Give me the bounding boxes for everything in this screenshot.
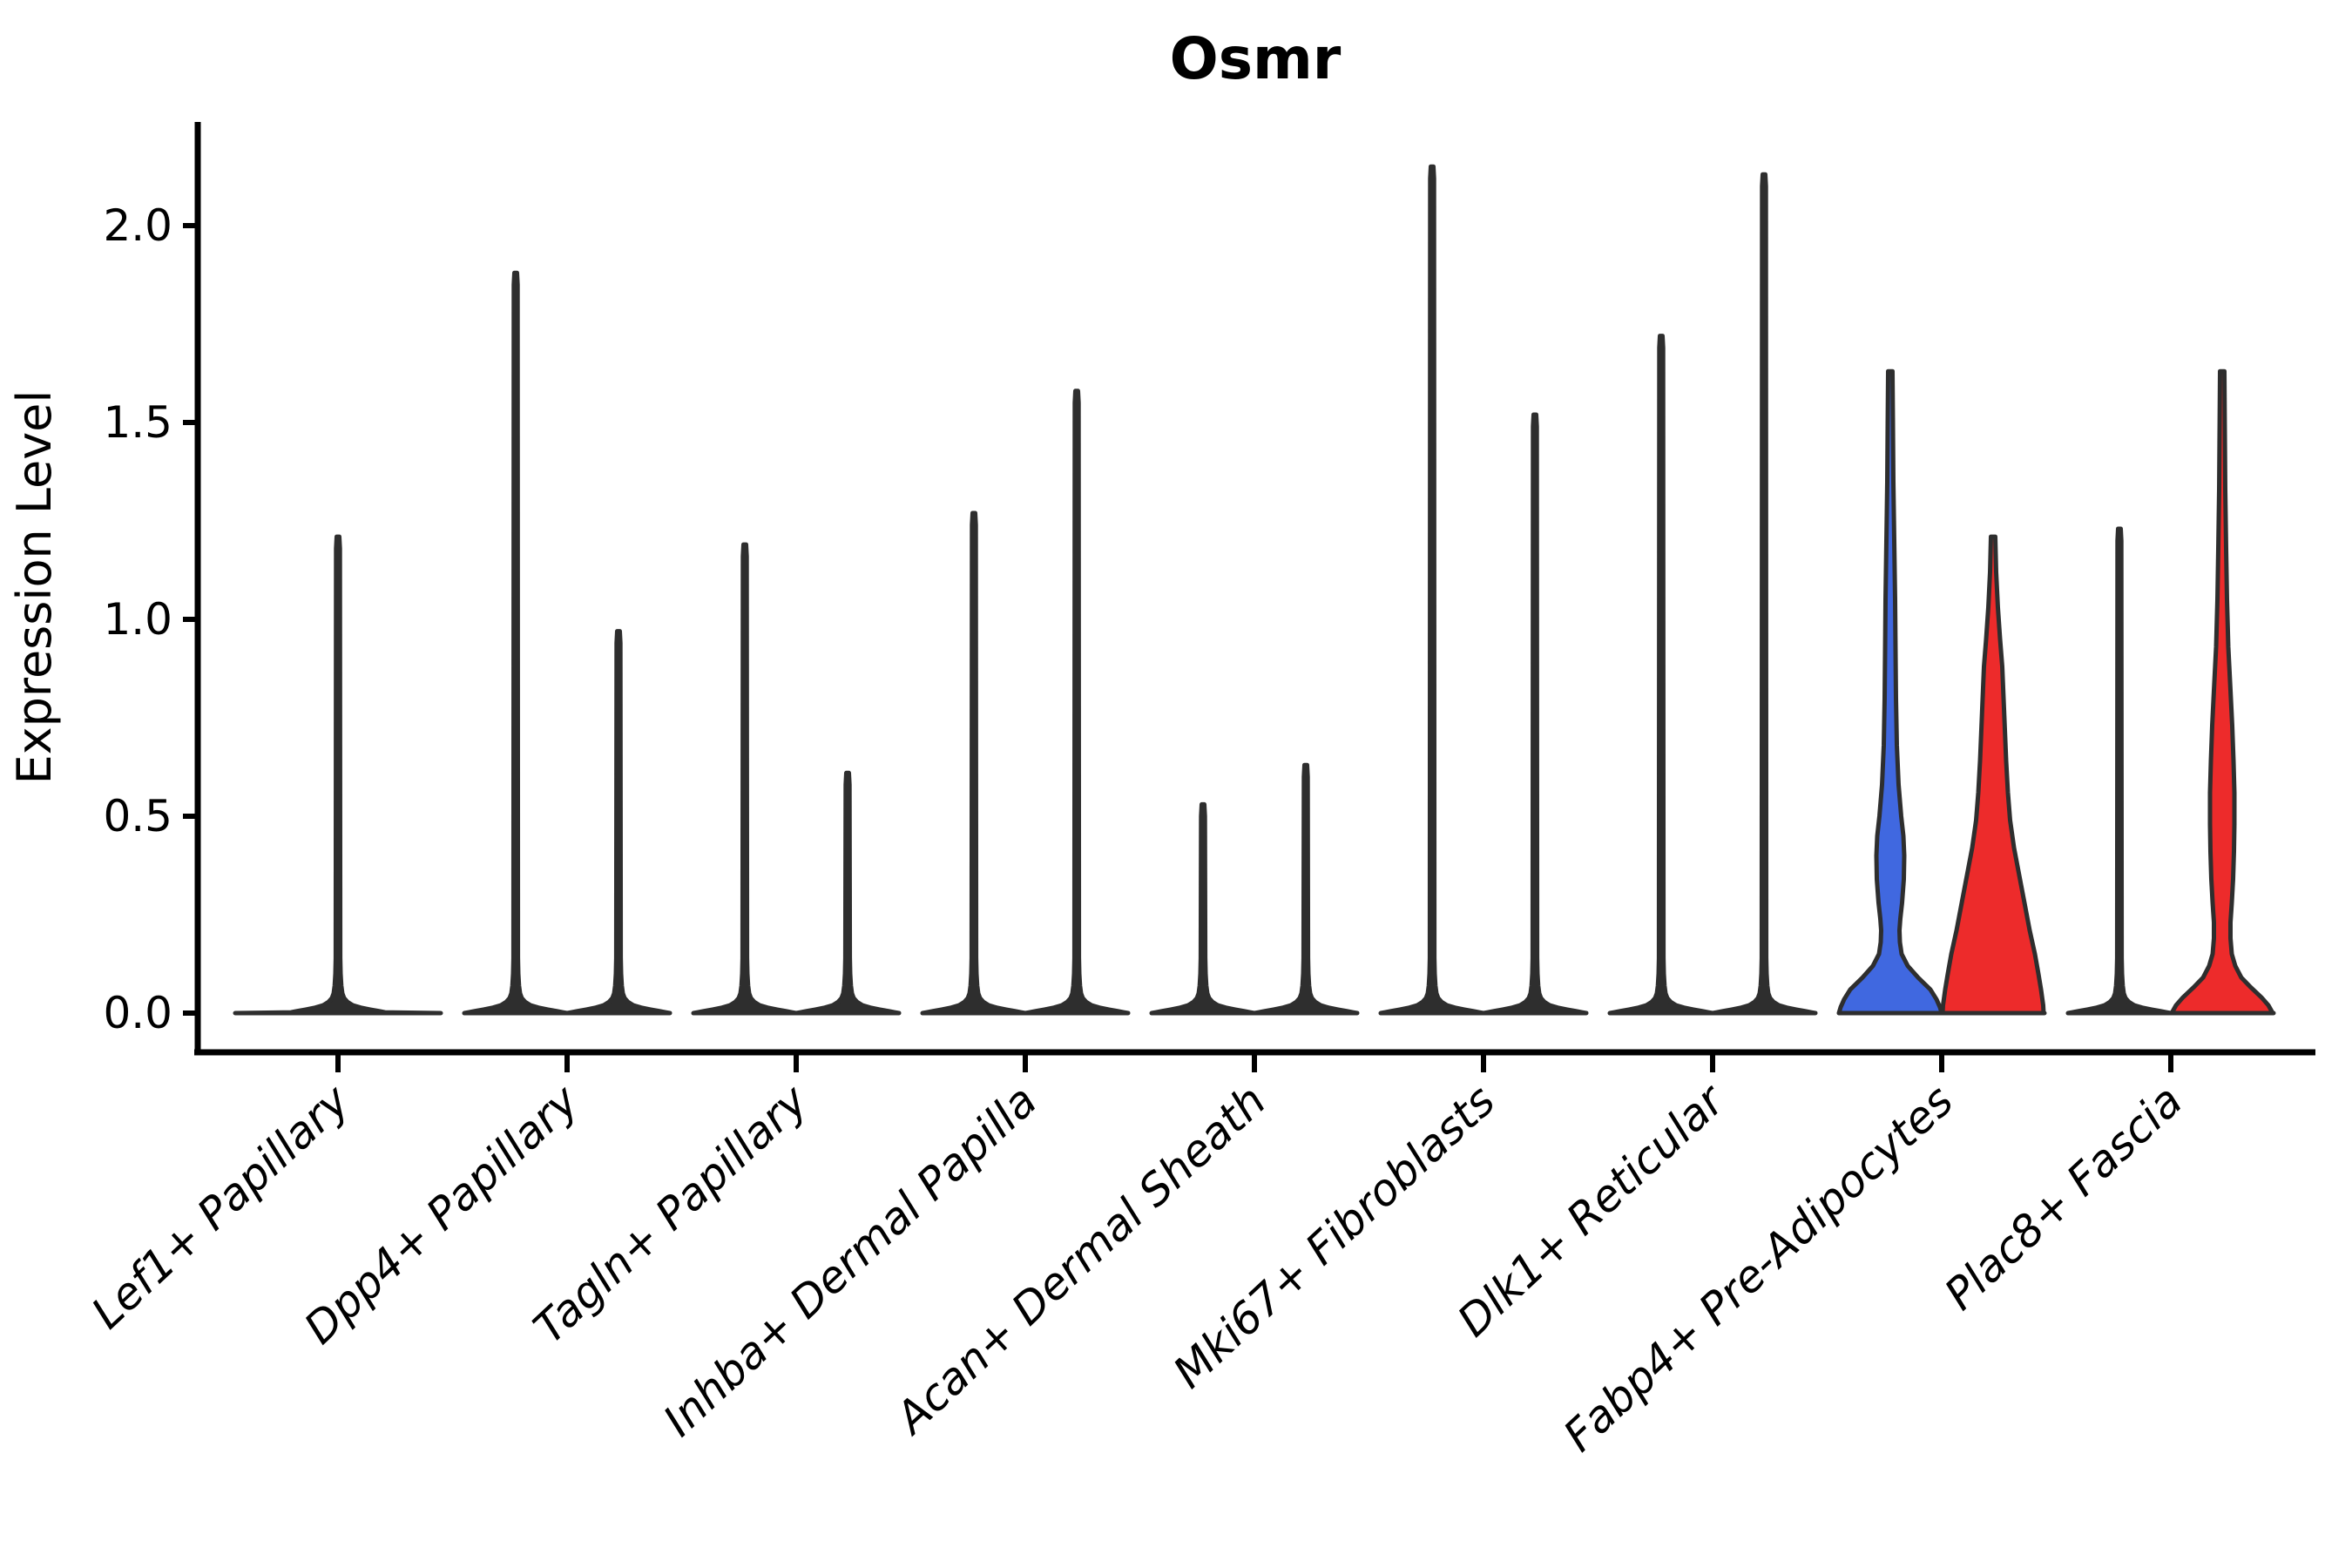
y-tick-label: 0.5 (103, 791, 172, 841)
violin-plac8-fascia-left (2065, 526, 2173, 1016)
violin-inhba-dermal-papilla-left (920, 510, 1028, 1016)
violin-inhba-dermal-papilla-right (1023, 389, 1131, 1016)
violin-dlk1-reticular-right (1710, 172, 1818, 1016)
violin-mki67-fibroblasts-left (1378, 164, 1486, 1016)
violin-mki67-fibroblasts-right (1481, 412, 1589, 1016)
y-axis-label: Expression Level (7, 390, 62, 785)
y-axis-ticks: 0.0 0.5 1.0 1.5 2.0 (103, 200, 198, 1038)
violin-dlk1-reticular-left (1607, 334, 1715, 1016)
violin-dpp4-papillary-right (564, 629, 672, 1016)
x-tick-label: Inhba+ Dermal Papilla (654, 1075, 1047, 1446)
violin-lef1-papillary-center (233, 534, 443, 1016)
violin-dpp4-papillary-left (462, 270, 570, 1016)
violin-acan-dermal-sheath-left (1149, 801, 1257, 1016)
violin-tagln-papillary-left (691, 542, 799, 1016)
violins-layer (233, 164, 2276, 1016)
y-tick-label: 0.0 (103, 988, 172, 1038)
y-tick-label: 1.5 (103, 397, 172, 448)
x-tick-label: Acan+ Dermal Sheath (884, 1075, 1275, 1444)
y-tick-label: 1.0 (103, 594, 172, 645)
violin-acan-dermal-sheath-right (1252, 762, 1360, 1016)
y-tick-label: 2.0 (103, 200, 172, 251)
violin-fabp4-pre-adipocytes-right (1939, 534, 2047, 1016)
x-tick-label: Fabp4+ Pre-Adipocytes (1554, 1075, 1963, 1461)
chart-title: Osmr (1170, 25, 1342, 92)
violin-plac8-fascia-right (2168, 368, 2276, 1016)
violin-tagln-papillary-right (794, 770, 902, 1016)
x-tick-label: Plac8+ Fascia (1935, 1075, 2192, 1320)
violin-fabp4-pre-adipocytes-left (1836, 368, 1944, 1016)
